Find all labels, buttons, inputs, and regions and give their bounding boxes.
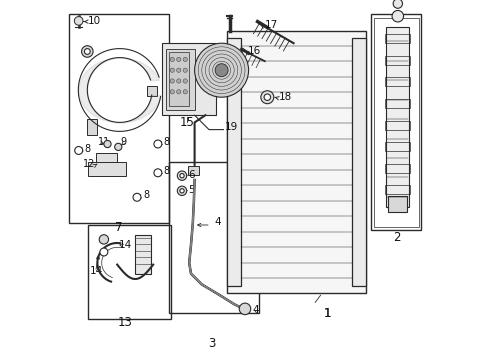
- Text: 15: 15: [180, 116, 195, 129]
- Text: 13: 13: [118, 316, 133, 329]
- Text: 10: 10: [88, 16, 101, 26]
- Circle shape: [115, 143, 122, 150]
- Circle shape: [392, 10, 404, 22]
- Bar: [386, 56, 410, 65]
- Circle shape: [170, 90, 174, 94]
- Circle shape: [176, 90, 181, 94]
- Text: 11: 11: [98, 137, 110, 147]
- Bar: [386, 99, 410, 108]
- Circle shape: [154, 140, 162, 148]
- Text: 16: 16: [248, 46, 261, 56]
- Bar: [69, 14, 170, 223]
- Text: 14: 14: [90, 266, 103, 276]
- Circle shape: [261, 91, 274, 104]
- Text: 18: 18: [278, 92, 292, 102]
- Circle shape: [74, 147, 83, 154]
- Text: 9: 9: [121, 137, 127, 147]
- Text: 2: 2: [393, 231, 401, 244]
- Bar: [88, 162, 126, 176]
- Circle shape: [183, 90, 187, 94]
- Bar: [374, 18, 419, 227]
- Text: 1: 1: [324, 307, 332, 320]
- Bar: [386, 164, 410, 173]
- Circle shape: [84, 49, 90, 54]
- Circle shape: [170, 68, 174, 72]
- Circle shape: [239, 303, 251, 315]
- Circle shape: [264, 94, 270, 100]
- Bar: [388, 196, 407, 212]
- Text: 4: 4: [252, 305, 259, 315]
- Bar: [88, 225, 171, 319]
- Circle shape: [154, 169, 162, 177]
- Bar: [188, 166, 199, 175]
- Text: 14: 14: [119, 240, 132, 250]
- Circle shape: [177, 186, 187, 195]
- Bar: [386, 142, 410, 151]
- Bar: [162, 43, 216, 115]
- Bar: [166, 49, 195, 110]
- Circle shape: [176, 57, 181, 62]
- Text: 1: 1: [324, 307, 332, 320]
- Bar: [170, 52, 189, 106]
- Bar: [87, 119, 97, 135]
- Bar: [227, 38, 241, 286]
- Bar: [386, 77, 410, 86]
- Text: 5: 5: [188, 185, 195, 195]
- Text: 12: 12: [83, 159, 96, 169]
- Circle shape: [183, 57, 187, 62]
- Circle shape: [99, 235, 109, 244]
- Circle shape: [180, 174, 184, 178]
- Circle shape: [104, 140, 111, 148]
- Bar: [227, 31, 366, 293]
- Bar: [96, 153, 117, 169]
- Bar: [371, 14, 421, 230]
- Text: 6: 6: [188, 170, 195, 180]
- Circle shape: [177, 171, 187, 180]
- Circle shape: [393, 0, 402, 8]
- Circle shape: [176, 79, 181, 83]
- Circle shape: [215, 64, 228, 77]
- Text: 17: 17: [265, 20, 278, 30]
- Bar: [135, 235, 151, 274]
- Circle shape: [176, 68, 181, 72]
- Bar: [352, 38, 366, 286]
- Circle shape: [81, 46, 93, 57]
- Bar: [170, 162, 259, 313]
- Bar: [386, 121, 410, 130]
- Text: 3: 3: [208, 337, 216, 350]
- Circle shape: [170, 57, 174, 62]
- Text: 19: 19: [225, 122, 239, 132]
- Text: 8: 8: [163, 166, 169, 176]
- Circle shape: [183, 68, 187, 72]
- Bar: [387, 27, 409, 207]
- Text: 8: 8: [163, 137, 169, 147]
- Circle shape: [100, 248, 108, 256]
- Circle shape: [170, 79, 174, 83]
- Bar: [386, 34, 410, 43]
- Circle shape: [180, 189, 184, 193]
- Bar: [386, 185, 410, 194]
- Bar: [147, 86, 157, 96]
- Circle shape: [183, 79, 187, 83]
- Text: 8: 8: [144, 190, 149, 201]
- Text: 8: 8: [84, 144, 90, 154]
- Text: 7: 7: [115, 221, 122, 234]
- Circle shape: [195, 43, 248, 97]
- Circle shape: [133, 193, 141, 201]
- Circle shape: [74, 17, 83, 25]
- Text: 4: 4: [215, 217, 221, 228]
